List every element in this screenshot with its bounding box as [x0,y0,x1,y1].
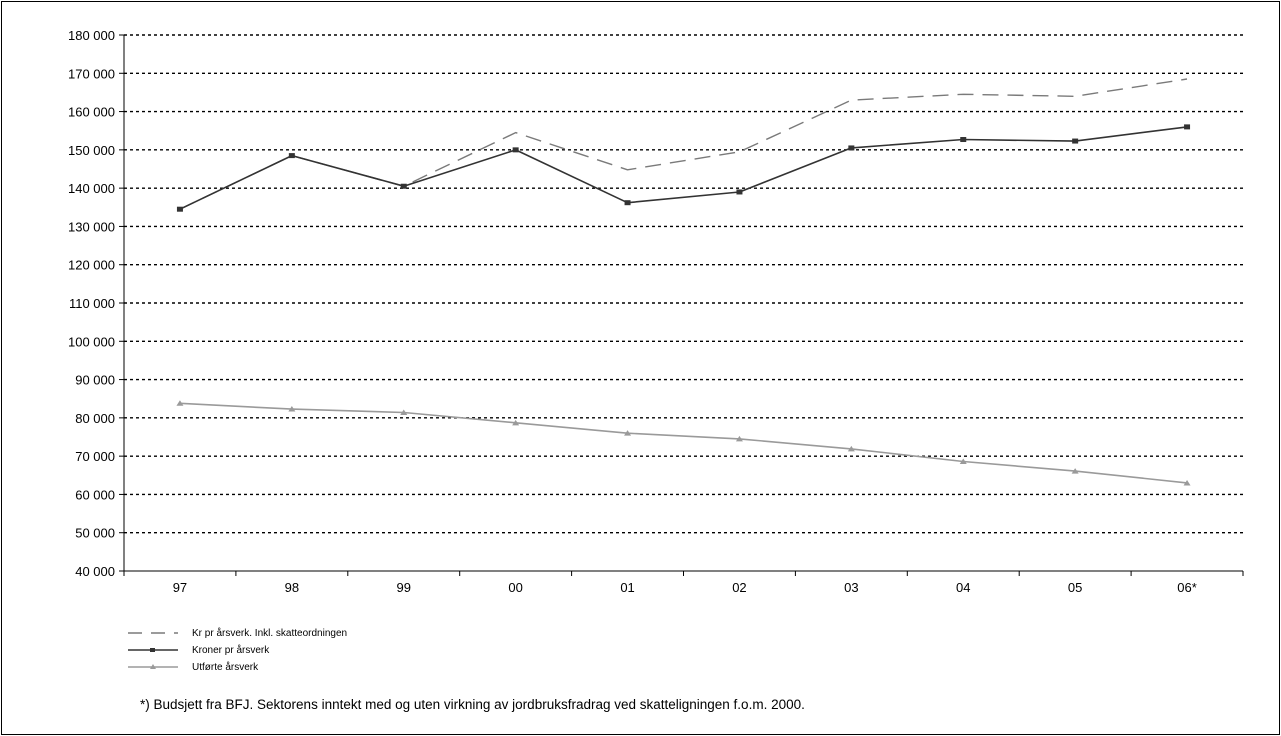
data-point-triangle [624,430,632,436]
data-point-square [848,145,855,151]
series-line-2 [179,126,1188,210]
data-point-triangle [1071,468,1079,474]
y-tick-label: 50 000 [75,526,115,541]
y-tick-label: 140 000 [68,181,115,196]
legend-label: Kroner pr årsverk [192,644,270,656]
data-point-triangle [959,458,967,465]
series-line-1 [179,78,1188,210]
series-line-3 [179,402,1188,484]
x-tick-label: 98 [285,580,299,595]
x-tick-label: 99 [397,580,411,595]
axes: 40 000 50 000 60 000 70 000 80 000 90 000 100 … [68,28,1244,595]
data-point-square [1072,138,1079,144]
data-point-triangle [1183,479,1191,486]
series-markers [176,124,1191,486]
data-point-square [288,153,295,159]
legend-label: Kr pr årsverk. Inkl. skatteordningen [192,627,347,639]
y-tick-label: 60 000 [75,487,115,502]
y-tick-label: 100 000 [68,334,115,349]
x-tick-label: 05 [1068,580,1082,595]
gridlines [124,34,1243,534]
legend-label: Utførte årsverk [192,661,259,673]
data-point-square [512,147,519,153]
x-tick-label: 01 [620,580,634,595]
data-point-square [736,189,743,195]
x-tick-label: 97 [173,580,187,595]
data-point-triangle [735,435,743,442]
data-point-triangle [847,445,855,452]
legend-item-series-1: Kr pr årsverk. Inkl. skatteordningen [128,627,347,639]
data-point-square [960,137,967,143]
footnote: *) Budsjett fra BFJ. Sektorens inntekt m… [140,697,805,712]
x-tick-label: 03 [844,580,858,595]
data-point-square [624,200,631,206]
y-tick-label: 170 000 [68,66,115,81]
y-tick-label: 130 000 [68,219,115,234]
y-tick-label: 160 000 [68,105,115,120]
y-tick-label: 150 000 [68,143,115,158]
x-tick-label: 06* [1177,580,1197,595]
y-tick-label: 40 000 [75,564,115,579]
legend-item-series-3: Utførte årsverk [128,661,259,673]
data-point-square [1184,124,1191,130]
x-tick-label: 00 [508,580,522,595]
y-tick-label: 70 000 [75,449,115,464]
legend: Kr pr årsverk. Inkl. skatteordningen Kro… [128,627,347,673]
y-tick-label: 90 000 [75,373,115,388]
y-tick-label: 180 000 [68,28,115,43]
series-lines [179,78,1188,484]
y-tick-label: 80 000 [75,411,115,426]
legend-item-series-2: Kroner pr årsverk [128,644,270,656]
data-point-triangle [512,419,520,426]
triangle-marker-icon [150,664,156,669]
x-tick-label: 02 [732,580,746,595]
y-tick-label: 120 000 [68,258,115,273]
data-point-square [176,206,183,212]
data-point-square [400,183,407,189]
y-tick-label: 110 000 [69,296,115,311]
data-point-triangle [288,406,296,412]
square-marker-icon [150,648,155,652]
data-point-triangle [400,409,408,415]
data-point-triangle [176,400,184,406]
x-tick-label: 04 [956,580,970,595]
